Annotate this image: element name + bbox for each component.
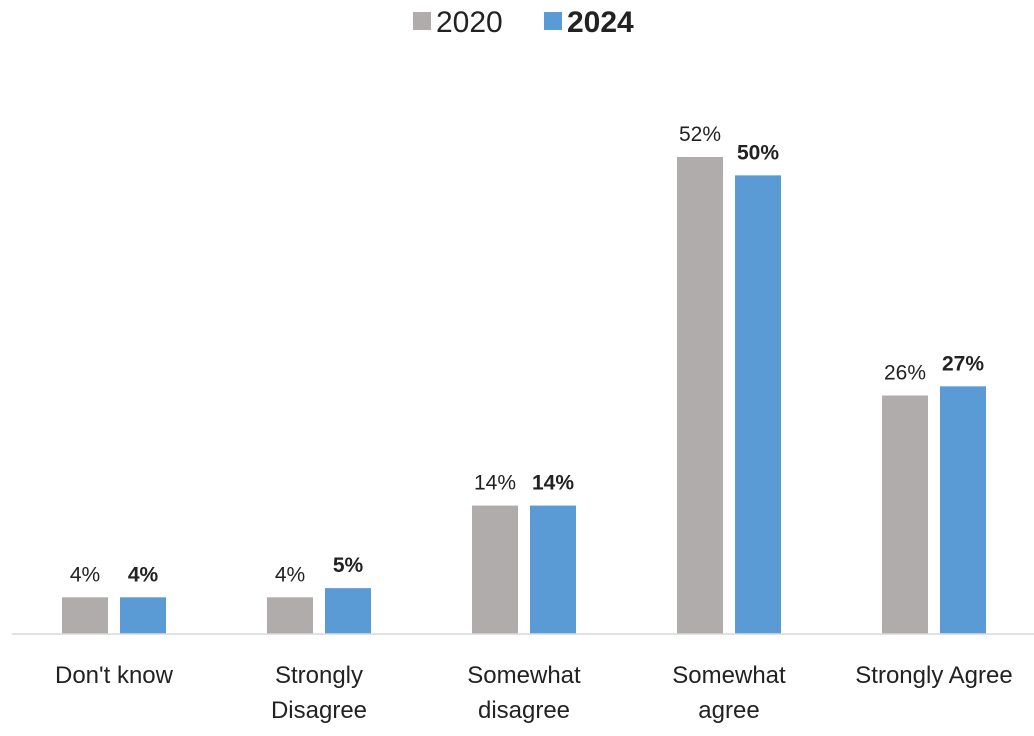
bar-2024-1 [325,588,371,634]
legend-item-2020: 2020 [413,6,503,39]
category-label-0: Don't know [55,662,174,689]
bar-2024-3 [735,175,781,634]
category-label-line: Don't know [55,662,174,689]
legend-swatch-2020 [413,12,431,30]
value-label-2020-2: 14% [474,472,516,495]
legend-label-2024: 2024 [567,6,634,39]
bar-2024-2 [530,505,576,634]
bar-2020-4 [882,395,928,634]
category-label-line: Somewhat [672,662,786,689]
category-label-line: Disagree [271,697,367,724]
legend-swatch-2024 [544,12,562,30]
category-label-line: agree [698,697,759,724]
bars [62,157,986,634]
value-label-2024-2: 14% [532,472,574,495]
category-label-line: Somewhat [467,662,581,689]
category-label-line: Strongly Agree [855,662,1012,689]
legend: 2020 2024 [413,6,634,39]
bar-2024-0 [120,597,166,634]
value-label-2024-3: 50% [737,141,779,164]
value-labels: 4% 4% 4% 5% 14% 14% 52% 50% 26% 27% [70,123,985,586]
value-label-2020-3: 52% [679,123,721,146]
category-label-line: Strongly [275,662,363,689]
value-label-2024-4: 27% [942,352,984,375]
category-label-1: Strongly Disagree [271,662,367,724]
value-label-2020-4: 26% [884,362,926,385]
bar-2020-2 [472,505,518,634]
bar-2020-1 [267,597,313,634]
bar-2020-0 [62,597,108,634]
category-label-3: Somewhat agree [672,662,786,724]
value-label-2024-1: 5% [333,554,364,577]
category-label-line: disagree [478,697,570,724]
bar-2020-3 [677,157,723,634]
legend-label-2020: 2020 [436,6,503,39]
value-label-2020-1: 4% [275,563,305,586]
category-label-2: Somewhat disagree [467,662,581,724]
legend-item-2024: 2024 [544,6,634,39]
value-label-2020-0: 4% [70,563,100,586]
value-label-2024-0: 4% [128,563,159,586]
bar-2024-4 [940,386,986,634]
category-labels: Don't know Strongly Disagree Somewhat disagr… [55,662,1013,724]
category-label-4: Strongly Agree [855,662,1012,689]
